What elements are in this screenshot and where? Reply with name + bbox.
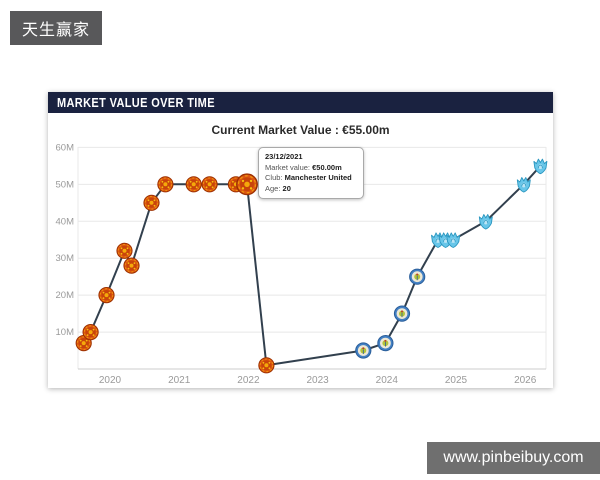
y-axis-tick-label: 60M [56,142,75,153]
data-point-marker[interactable] [143,194,160,211]
data-point-marker[interactable] [446,232,461,248]
data-point-marker[interactable] [533,158,548,175]
data-point-marker[interactable] [478,214,493,230]
current-market-value-text: Current Market Value : €55.00m [211,123,390,137]
data-point-marker[interactable] [355,342,372,359]
y-axis-tick-label: 50M [56,179,75,190]
tooltip-age: Age: 20 [265,183,291,193]
watermark-top-left: 天生赢家 [10,11,103,45]
data-point-marker[interactable] [185,176,202,193]
data-point-marker[interactable] [123,257,140,274]
data-point-marker[interactable] [516,177,531,193]
data-point-marker[interactable] [98,287,115,304]
data-point-marker[interactable] [258,357,275,374]
x-axis-tick-label: 2026 [514,375,537,386]
y-axis-tick-label: 30M [56,253,75,264]
data-point-marker[interactable] [157,176,174,193]
card-header-title: MARKET VALUE OVER TIME [57,95,215,110]
card-header-bar: MARKET VALUE OVER TIME [48,92,553,113]
y-axis-tick-label: 40M [56,216,75,227]
x-axis-tick-label: 2023 [306,375,329,386]
y-axis-tick-label: 20M [56,290,75,301]
data-point-marker[interactable] [393,305,411,322]
watermark-top-left-text: 天生赢家 [22,22,91,39]
watermark-bottom-right-text: www.pinbeibuy.com [443,449,584,466]
tooltip-date: 23/12/2021 [265,152,303,161]
watermark-bottom-right: www.pinbeibuy.com [427,442,600,474]
x-axis-tick-label: 2021 [168,375,191,386]
chart-tooltip: 23/12/2021 Market value: €50.00m Club: M… [258,147,364,199]
x-axis-tick-label: 2022 [237,375,260,386]
data-point-marker[interactable] [116,242,133,259]
x-axis-tick-label: 2024 [376,375,399,386]
x-axis-tick-label: 2020 [99,375,122,386]
market-value-card: MARKET VALUE OVER TIME Current Market Va… [48,92,553,388]
data-point-marker[interactable] [201,176,218,193]
data-point-marker[interactable] [377,335,394,352]
tooltip-club: Club: Manchester United [265,173,352,182]
y-axis-tick-label: 10M [56,327,75,338]
market-value-chart[interactable]: 10M 20M 30M 40M 50M 60M 2020 2021 2022 2023 2024 20… [48,140,553,388]
data-point-marker-highlighted[interactable] [236,173,258,196]
x-axis-tick-label: 2025 [445,375,468,386]
data-point-marker[interactable] [409,268,426,285]
data-point-marker[interactable] [82,324,99,341]
tooltip-market-value: Market value: €50.00m [265,162,342,172]
